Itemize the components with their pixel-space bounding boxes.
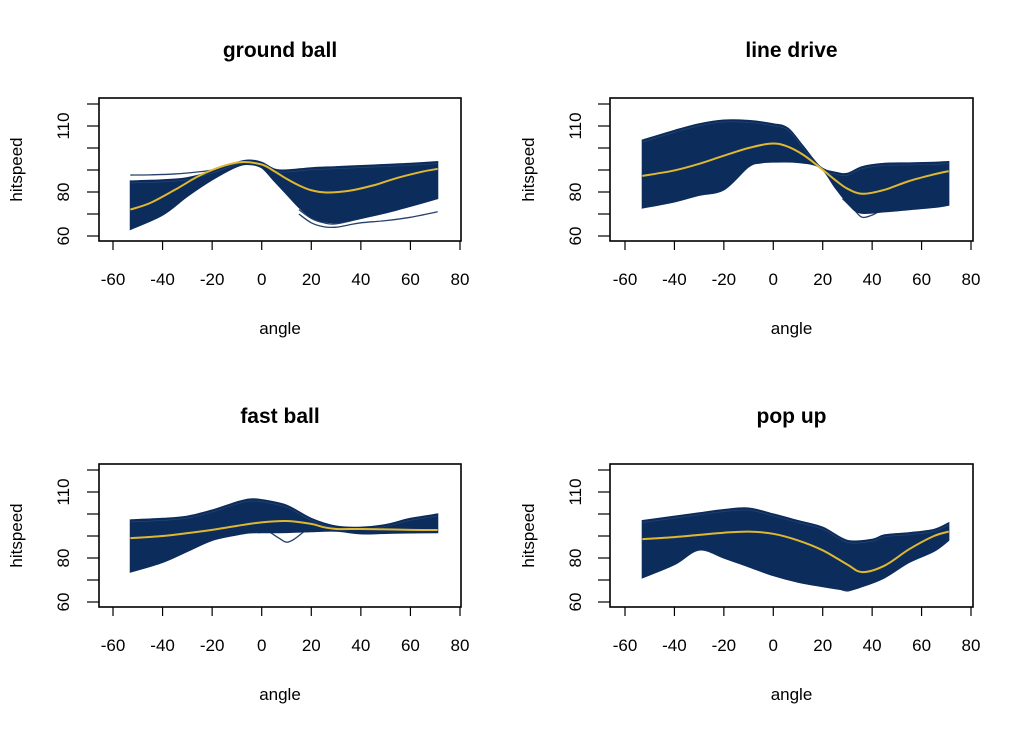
chart-title: ground ball <box>223 39 337 62</box>
x-tick-label: 40 <box>863 270 882 289</box>
mean-curve <box>642 142 949 195</box>
plot-area <box>129 498 439 573</box>
chart-title: fast ball <box>240 405 319 428</box>
x-tick-label: 20 <box>302 270 321 289</box>
y-tick-label: 80 <box>566 183 585 202</box>
x-tick-label: -40 <box>150 636 175 655</box>
x-tick-label: 40 <box>351 270 370 289</box>
y-tick-label: 110 <box>54 112 73 139</box>
plot-area <box>641 507 950 592</box>
x-tick-label: -60 <box>613 270 638 289</box>
y-tick-label: 60 <box>54 593 73 612</box>
x-tick-label: 0 <box>257 270 266 289</box>
x-tick-label: 80 <box>451 636 470 655</box>
y-tick-label: 60 <box>566 227 585 246</box>
x-tick-label: -40 <box>662 270 687 289</box>
x-tick-label: 20 <box>813 270 832 289</box>
y-tick-label: 80 <box>54 549 73 568</box>
x-tick-label: 60 <box>401 270 420 289</box>
curve-texture <box>642 509 949 544</box>
x-tick-label: 0 <box>769 270 778 289</box>
x-tick-label: -20 <box>712 270 737 289</box>
chart-title: pop up <box>757 405 827 428</box>
x-axis-label: angle <box>259 319 301 338</box>
x-tick-label: 0 <box>769 636 778 655</box>
y-tick-label: 110 <box>54 478 73 505</box>
x-tick-label: -60 <box>101 270 126 289</box>
y-tick-label: 80 <box>54 183 73 202</box>
curve-band <box>129 498 439 573</box>
curve-texture <box>130 500 438 530</box>
x-tick-label: 60 <box>401 636 420 655</box>
x-tick-label: 60 <box>912 636 931 655</box>
mean-curve <box>130 161 438 211</box>
x-tick-label: -20 <box>200 636 225 655</box>
y-axis-label: hitspeed <box>519 137 538 201</box>
curve-band <box>641 119 950 215</box>
curve-outlier-low-1 <box>842 198 949 219</box>
x-tick-label: -40 <box>150 270 175 289</box>
curve-outlier-low-2 <box>298 195 438 225</box>
chart-title: line drive <box>745 39 837 62</box>
x-tick-label: 80 <box>451 270 470 289</box>
x-axis-label: angle <box>771 685 813 704</box>
x-tick-label: -60 <box>101 636 126 655</box>
mean-curve <box>642 530 950 574</box>
x-tick-label: 20 <box>302 636 321 655</box>
curve-band <box>129 159 439 231</box>
x-axis-label: angle <box>259 685 301 704</box>
panel-pop-up: -60 -40 -20 0 20 40 60 80 60 80 110 pop up angle hits… <box>519 405 980 704</box>
x-tick-label: -20 <box>200 270 225 289</box>
curve-band <box>641 507 950 591</box>
plot-area <box>641 119 950 219</box>
y-axis-label: hitspeed <box>519 503 538 567</box>
panel-line-drive: -60 -40 -20 0 20 40 60 80 60 80 110 line drive angle… <box>519 39 980 338</box>
x-tick-label: 80 <box>962 636 981 655</box>
x-tick-label: 20 <box>813 636 832 655</box>
y-tick-label: 80 <box>566 549 585 568</box>
x-tick-label: -60 <box>613 636 638 655</box>
y-tick-label: 110 <box>566 478 585 505</box>
x-tick-label: 40 <box>863 636 882 655</box>
curve-outlier-top <box>130 169 213 176</box>
curve-outlier-dip <box>268 531 305 543</box>
y-axis-label: hitspeed <box>7 503 26 567</box>
curve-outlier-low-1 <box>298 211 438 229</box>
x-tick-label: 0 <box>257 636 266 655</box>
x-tick-label: -40 <box>662 636 687 655</box>
plot-area <box>129 159 439 231</box>
x-tick-label: 60 <box>912 270 931 289</box>
y-axis-label: hitspeed <box>7 137 26 201</box>
panel-ground-ball: -60 -40 -20 0 20 40 60 80 60 80 110 ground ball angl… <box>7 39 469 338</box>
curve-outlier-low-1 <box>686 544 861 592</box>
y-tick-label: 60 <box>566 593 585 612</box>
x-axis-label: angle <box>771 319 813 338</box>
x-tick-label: 80 <box>962 270 981 289</box>
x-tick-label: 40 <box>351 636 370 655</box>
y-tick-label: 110 <box>566 112 585 139</box>
y-tick-label: 60 <box>54 227 73 246</box>
panel-fast-ball: -60 -40 -20 0 20 40 60 80 60 80 110 fast ball angle h… <box>7 405 469 704</box>
x-tick-label: -20 <box>712 636 737 655</box>
mean-curve <box>130 519 438 540</box>
curve-texture <box>642 121 949 176</box>
